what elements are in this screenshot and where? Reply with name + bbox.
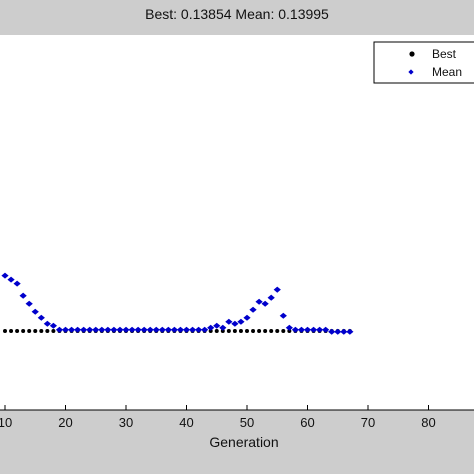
mean-point [267, 294, 275, 301]
mean-point [249, 306, 257, 313]
best-point [226, 328, 231, 333]
best-point [275, 328, 280, 333]
best-point [27, 328, 32, 333]
mean-point [285, 324, 293, 331]
legend-best-label: Best [432, 47, 457, 61]
best-point [238, 328, 243, 333]
mean-point [13, 280, 21, 287]
best-point [208, 328, 213, 333]
best-point [45, 328, 50, 333]
x-ticks: 10 20 30 40 50 60 70 80 [0, 405, 436, 430]
best-point [39, 328, 44, 333]
legend-best-marker [409, 51, 415, 57]
legend-mean-label: Mean [432, 65, 462, 79]
x-tick-label: 20 [58, 415, 72, 430]
mean-point [219, 324, 227, 331]
best-point [214, 328, 219, 333]
plot-area [0, 35, 474, 410]
mean-point [231, 320, 239, 327]
mean-point [322, 326, 330, 333]
x-tick-label: 60 [300, 415, 314, 430]
mean-point [273, 286, 281, 293]
data-marks [1, 272, 354, 335]
best-point [51, 328, 56, 333]
mean-point [207, 324, 215, 331]
x-tick-label: 40 [179, 415, 193, 430]
mean-point [43, 320, 51, 327]
legend-mean-marker [408, 69, 414, 75]
mean-point [7, 276, 15, 283]
best-point [232, 328, 237, 333]
mean-point [19, 292, 27, 299]
x-tick-label: 50 [240, 415, 254, 430]
mean-point [213, 322, 221, 329]
mean-point [37, 314, 45, 321]
x-tick-label: 10 [0, 415, 12, 430]
mean-point [225, 318, 233, 325]
best-point [287, 328, 292, 333]
mean-point [1, 272, 9, 279]
mean-point [279, 312, 287, 319]
best-point [15, 328, 20, 333]
best-point [33, 328, 38, 333]
mean-point [25, 300, 33, 307]
best-point [257, 328, 262, 333]
x-tick-label: 70 [361, 415, 375, 430]
chart-title: Best: 0.13854 Mean: 0.13995 [145, 6, 329, 22]
best-point [9, 328, 14, 333]
x-tick-label: 30 [119, 415, 133, 430]
best-point [251, 328, 256, 333]
best-point [269, 328, 274, 333]
best-point [263, 328, 268, 333]
best-point [245, 328, 249, 333]
best-point [3, 328, 7, 333]
legend: Best Mean [373, 41, 474, 84]
best-point [220, 328, 225, 333]
mean-point [243, 314, 251, 321]
legend-box [373, 41, 474, 84]
mean-point [31, 308, 39, 315]
mean-point [261, 300, 269, 307]
mean-point [201, 326, 209, 333]
mean-point [346, 328, 354, 335]
mean-point [49, 322, 58, 329]
x-tick-label: 80 [421, 415, 435, 430]
x-axis-label: Generation [209, 434, 278, 450]
best-point [281, 328, 286, 333]
best-point [21, 328, 26, 333]
mean-point [237, 318, 245, 325]
mean-point [255, 298, 263, 305]
